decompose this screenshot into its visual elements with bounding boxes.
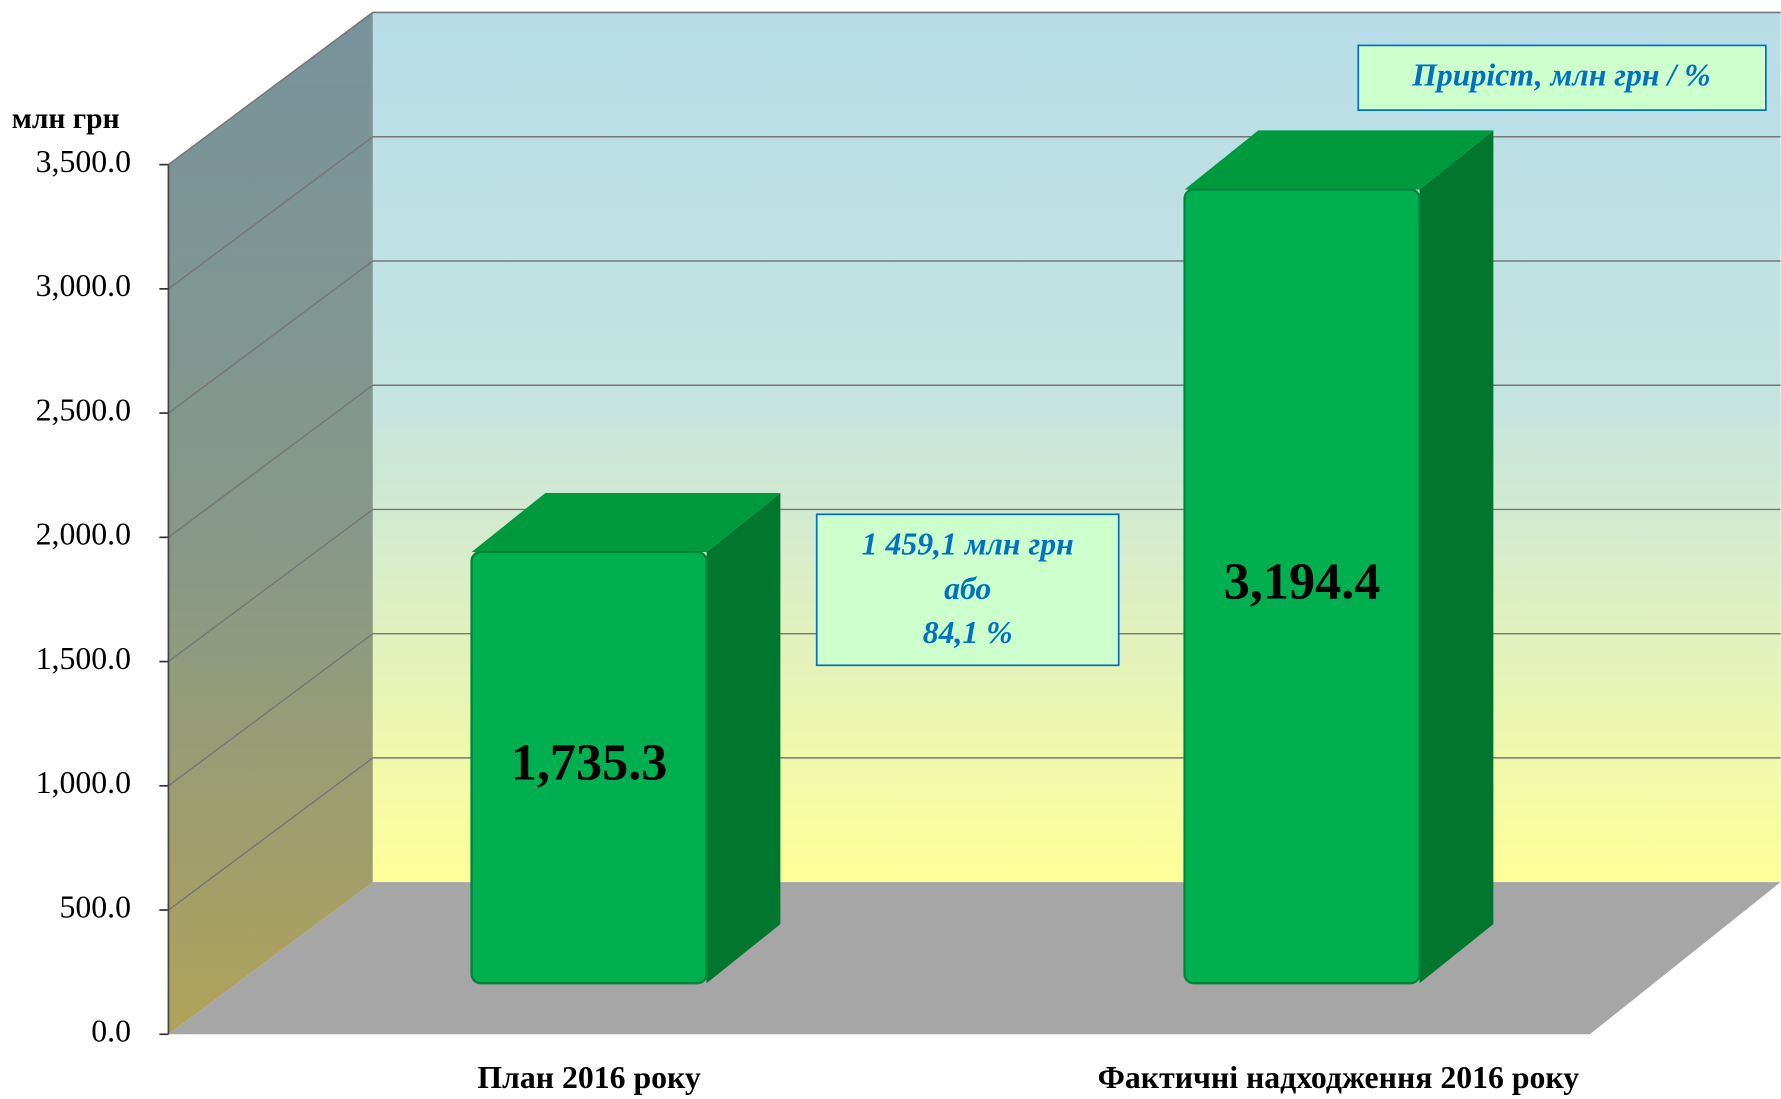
x-tick-label: Фактичні надходження 2016 року [1098,1060,1580,1095]
grid-line [167,633,374,787]
y-tick-label: 1,000.0 [36,765,131,800]
annotation: Приріст, млн грн / % [1411,58,1711,93]
bar [470,492,781,985]
bar-front [1183,188,1421,985]
value-label: 1,735.3 [511,734,668,792]
annotation: 1 459,1 млн грн [862,527,1074,562]
bar [1183,130,1494,985]
grid-line [167,508,374,663]
y-tick-label: 0.0 [91,1014,131,1049]
y-tick-label: 3,000.0 [36,268,131,303]
y-axis-label: млн грн [12,103,120,135]
bar-top [1184,130,1494,190]
y-tick-label: 1,500.0 [36,641,131,676]
annotation: 84,1 % [923,615,1013,650]
grid-line [167,260,374,414]
value-label: 3,194.4 [1224,552,1381,610]
bar-side [1419,130,1494,984]
grid-line [167,11,374,166]
annotation: або [944,571,991,606]
bar-front [470,550,708,985]
y-tick-label: 2,500.0 [36,392,131,427]
y-tick-label: 3,500.0 [36,144,131,179]
grid-line [167,136,374,290]
annotation-box [815,513,1120,667]
grid-line [167,384,374,538]
x-tick-label: План 2016 року [477,1060,701,1095]
annotation-box [1357,44,1767,111]
bar-top [471,492,781,553]
y-tick-label: 500.0 [59,889,130,924]
grid-line [167,757,374,911]
bar-side [706,492,781,984]
y-tick-label: 2,000.0 [36,517,131,552]
